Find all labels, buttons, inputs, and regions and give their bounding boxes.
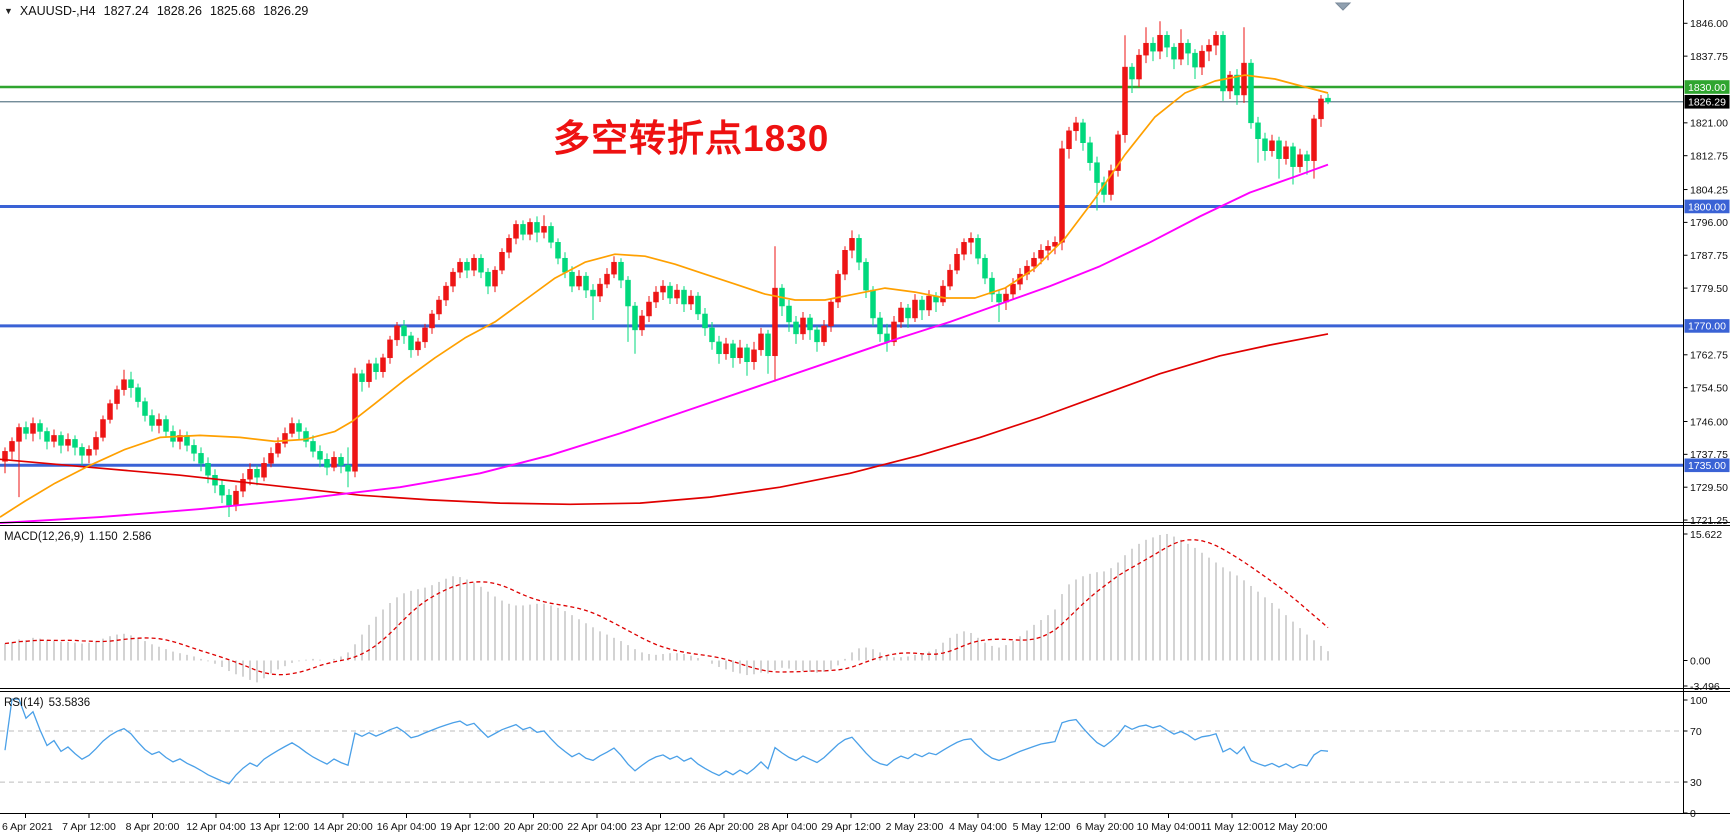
svg-text:23 Apr 12:00: 23 Apr 12:00 xyxy=(631,821,691,833)
macd-indicator-label: MACD(12,26,9) 1.150 2.586 xyxy=(4,531,156,543)
ohlc-close: 1826.29 xyxy=(263,4,309,18)
svg-text:1721.25: 1721.25 xyxy=(1690,515,1728,527)
svg-text:1737.75: 1737.75 xyxy=(1690,449,1728,461)
svg-text:13 Apr 12:00: 13 Apr 12:00 xyxy=(250,821,310,833)
rsi-indicator-label: RSI(14) 53.5836 xyxy=(4,697,95,709)
rsi-value: 53.5836 xyxy=(48,697,91,709)
svg-text:1746.00: 1746.00 xyxy=(1690,416,1728,428)
ma-layer xyxy=(0,74,1329,524)
macd-name: MACD(12,26,9) xyxy=(4,531,84,543)
macd-panel xyxy=(4,533,1329,683)
svg-text:29 Apr 12:00: 29 Apr 12:00 xyxy=(821,821,881,833)
svg-text:4 May 04:00: 4 May 04:00 xyxy=(949,821,1007,833)
svg-text:30: 30 xyxy=(1690,777,1702,789)
svg-text:1804.25: 1804.25 xyxy=(1690,184,1728,196)
svg-text:1826.29: 1826.29 xyxy=(1688,97,1726,109)
svg-text:2 May 23:00: 2 May 23:00 xyxy=(886,821,944,833)
macd-value: 1.150 xyxy=(88,531,118,543)
svg-text:16 Apr 04:00: 16 Apr 04:00 xyxy=(377,821,437,833)
svg-text:1812.75: 1812.75 xyxy=(1690,150,1728,162)
symbol-dropdown-icon[interactable]: ▼ xyxy=(4,6,13,16)
price-axis[interactable]: 1846.00 1837.75 1821.00 1812.75 1804.25 1796.… xyxy=(1683,18,1730,820)
svg-text:26 Apr 20:00: 26 Apr 20:00 xyxy=(694,821,754,833)
candles-layer xyxy=(2,21,1331,518)
rsi-panel xyxy=(0,698,1684,785)
svg-text:12 Apr 04:00: 12 Apr 04:00 xyxy=(186,821,246,833)
svg-text:1735.00: 1735.00 xyxy=(1688,460,1726,472)
svg-text:14 Apr 20:00: 14 Apr 20:00 xyxy=(313,821,373,833)
svg-text:70: 70 xyxy=(1690,726,1702,738)
svg-text:1821.00: 1821.00 xyxy=(1690,118,1728,130)
svg-text:5 May 12:00: 5 May 12:00 xyxy=(1013,821,1071,833)
svg-text:1796.00: 1796.00 xyxy=(1690,217,1728,229)
svg-text:1729.50: 1729.50 xyxy=(1690,482,1728,494)
svg-text:11 May 12:00: 11 May 12:00 xyxy=(1201,821,1264,833)
svg-text:1787.75: 1787.75 xyxy=(1690,250,1728,262)
svg-text:1762.75: 1762.75 xyxy=(1690,350,1728,362)
svg-text:1779.50: 1779.50 xyxy=(1690,283,1728,295)
svg-text:28 Apr 04:00: 28 Apr 04:00 xyxy=(758,821,818,833)
svg-text:1770.00: 1770.00 xyxy=(1688,321,1726,333)
macd-signal-value: 2.586 xyxy=(122,531,152,543)
svg-text:7 Apr 12:00: 7 Apr 12:00 xyxy=(62,821,116,833)
svg-text:100: 100 xyxy=(1690,695,1708,707)
svg-text:0.00: 0.00 xyxy=(1690,655,1711,667)
svg-text:1846.00: 1846.00 xyxy=(1690,18,1728,30)
ohlc-high: 1828.26 xyxy=(156,4,203,18)
rsi-name: RSI(14) xyxy=(4,697,44,709)
time-axis[interactable]: 6 Apr 2021 7 Apr 12:00 8 Apr 20:00 12 Apr 0… xyxy=(2,813,1328,834)
svg-text:6 May 20:00: 6 May 20:00 xyxy=(1076,821,1134,833)
svg-text:10 May 04:00: 10 May 04:00 xyxy=(1137,821,1201,833)
ohlc-low: 1825.68 xyxy=(210,4,256,18)
chart-shift-marker[interactable] xyxy=(1334,2,1352,11)
ohlc-open: 1827.24 xyxy=(103,4,149,18)
svg-text:-3.496: -3.496 xyxy=(1690,681,1720,693)
svg-text:15.622: 15.622 xyxy=(1690,529,1722,541)
svg-text:1830.00: 1830.00 xyxy=(1688,82,1726,94)
annotation-text[interactable]: 多空转折点1830 xyxy=(553,118,830,159)
svg-text:12 May 20:00: 12 May 20:00 xyxy=(1264,821,1328,833)
svg-text:6 Apr 2021: 6 Apr 2021 xyxy=(2,821,53,833)
frame-layer xyxy=(0,0,1730,814)
svg-text:8 Apr 20:00: 8 Apr 20:00 xyxy=(126,821,180,833)
symbol-header: ▼ XAUUSD-,H4 1827.24 1828.26 1825.68 182… xyxy=(4,4,308,18)
svg-text:1800.00: 1800.00 xyxy=(1688,201,1726,213)
svg-text:0: 0 xyxy=(1690,808,1696,820)
svg-text:20 Apr 20:00: 20 Apr 20:00 xyxy=(504,821,564,833)
symbol-timeframe: XAUUSD-,H4 xyxy=(19,4,96,18)
svg-text:22 Apr 04:00: 22 Apr 04:00 xyxy=(567,821,627,833)
svg-text:1754.50: 1754.50 xyxy=(1690,382,1728,394)
hlines-layer xyxy=(0,85,1684,467)
svg-text:19 Apr 12:00: 19 Apr 12:00 xyxy=(440,821,500,833)
svg-text:1837.75: 1837.75 xyxy=(1690,51,1728,63)
